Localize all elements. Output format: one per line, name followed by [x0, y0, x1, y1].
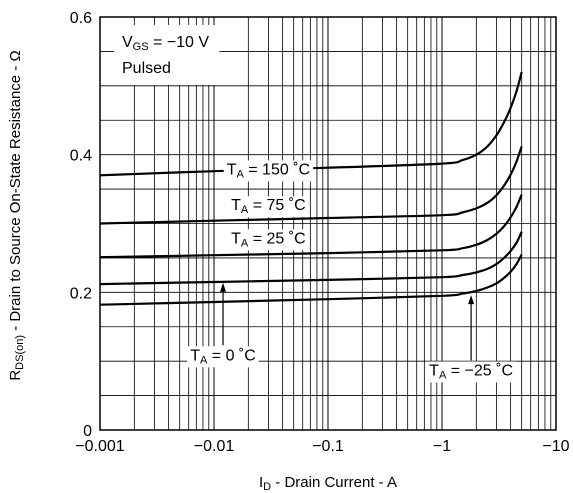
y-axis-title: RDS(on) - Drain to Source On-State Resis…	[7, 50, 26, 380]
series-label-bg	[228, 196, 309, 218]
series-line-2	[99, 194, 523, 259]
x-tick-label: −0.01	[194, 438, 235, 455]
annotation-arrowhead	[220, 282, 227, 292]
y-tick-label: 0.6	[70, 10, 92, 27]
series-line-4	[99, 253, 523, 306]
x-tick-label: −1	[433, 438, 451, 455]
series-label-3: TA = 0 ˚C	[187, 282, 259, 368]
condition-pulsed: Pulsed	[122, 60, 171, 77]
plot-frame	[99, 16, 557, 431]
curves	[99, 71, 523, 306]
grid	[100, 17, 556, 430]
series-label-bg	[228, 229, 309, 251]
annotation-arrowhead	[468, 295, 475, 305]
series-label-bg	[426, 361, 517, 383]
series-label-1: TA = 75 ˚C	[228, 196, 309, 218]
series-label-bg	[187, 346, 259, 368]
x-tick-label: −0.001	[75, 438, 124, 455]
series-line-1	[99, 146, 523, 225]
y-tick-label: 0.2	[70, 285, 92, 302]
series-line-3	[99, 231, 523, 286]
y-tick-label: 0	[83, 423, 92, 440]
series-label-text: TA = −25 ˚C	[429, 362, 513, 381]
series-label-text: TA = 75 ˚C	[231, 197, 305, 216]
x-axis-title: ID - Drain Current - A	[259, 474, 397, 493]
series-label-text: TA = 0 ˚C	[190, 347, 256, 366]
series-label-text: TA = 25 ˚C	[231, 230, 305, 249]
series-label-bg	[223, 160, 314, 182]
tick-labels: −0.001 −0.01 −0.1 −1 −10 0 0.2 0.4 0.6	[70, 10, 570, 455]
series-label-2: TA = 25 ˚C	[228, 229, 309, 251]
series-line-0	[99, 71, 523, 177]
y-tick-label: 0.4	[70, 148, 92, 165]
curve-labels: TA = 150 ˚C TA = 75 ˚C TA = 25 ˚C TA = 0 ˚C…	[187, 160, 517, 383]
series-label-0: TA = 150 ˚C	[223, 160, 314, 182]
condition-vgs: VGS = −10 V	[122, 34, 209, 53]
condition-box: VGS = −10 V Pulsed	[114, 25, 220, 85]
x-tick-label: −0.1	[312, 438, 344, 455]
series-label-4: TA = −25 ˚C	[426, 295, 517, 383]
x-tick-label: −10	[542, 438, 569, 455]
series-label-text: TA = 150 ˚C	[227, 161, 310, 180]
